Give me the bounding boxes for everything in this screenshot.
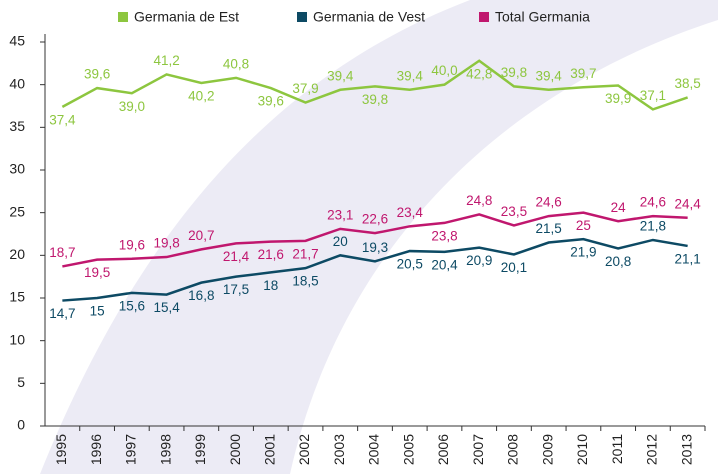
data-label: 24,4 bbox=[674, 196, 701, 211]
data-label: 37,9 bbox=[292, 81, 318, 96]
data-label: 14,7 bbox=[49, 306, 75, 321]
data-label: 40,2 bbox=[188, 89, 214, 104]
y-tick-label: 45 bbox=[9, 33, 25, 49]
data-label: 15,4 bbox=[153, 300, 180, 315]
x-tick-label: 1997 bbox=[123, 434, 139, 465]
data-label: 19,8 bbox=[153, 236, 179, 251]
data-label: 19,6 bbox=[119, 237, 145, 252]
x-tick-label: 2007 bbox=[470, 434, 486, 465]
data-label: 19,5 bbox=[84, 265, 110, 280]
data-label: 24,6 bbox=[640, 195, 666, 210]
y-tick-label: 30 bbox=[9, 161, 25, 177]
data-label: 21,9 bbox=[570, 245, 596, 260]
data-label: 39,0 bbox=[119, 99, 145, 114]
data-label: 37,4 bbox=[49, 112, 76, 127]
x-tick-label: 2011 bbox=[609, 434, 625, 464]
data-label: 20,8 bbox=[605, 254, 631, 269]
data-label: 21,5 bbox=[536, 221, 562, 236]
legend-swatch bbox=[479, 12, 489, 22]
x-tick-label: 2001 bbox=[261, 434, 277, 465]
x-tick-label: 2009 bbox=[539, 434, 555, 465]
data-label: 39,6 bbox=[258, 94, 284, 109]
x-tick-label: 1998 bbox=[157, 434, 173, 465]
data-label: 20,1 bbox=[501, 260, 527, 275]
x-tick-label: 1996 bbox=[88, 434, 104, 465]
series-line bbox=[62, 237, 688, 302]
legend-swatch bbox=[297, 12, 307, 22]
x-tick-label: 2008 bbox=[505, 434, 521, 465]
x-tick-label: 2005 bbox=[400, 434, 416, 465]
data-label: 39,7 bbox=[570, 66, 596, 81]
data-label: 25 bbox=[576, 218, 591, 233]
x-tick-label: 2010 bbox=[574, 434, 590, 465]
data-label: 20 bbox=[333, 234, 348, 249]
x-tick-label: 2006 bbox=[435, 434, 451, 465]
data-label: 21,1 bbox=[674, 252, 700, 267]
data-label: 21,8 bbox=[640, 219, 666, 234]
data-label: 20,4 bbox=[431, 257, 458, 272]
series-line bbox=[62, 211, 688, 268]
data-label: 39,4 bbox=[397, 68, 424, 83]
data-label: 16,8 bbox=[188, 288, 214, 303]
legend-label: Germania de Vest bbox=[313, 9, 425, 25]
y-tick-label: 10 bbox=[9, 331, 25, 347]
data-label: 18,5 bbox=[292, 274, 318, 289]
x-tick-label: 1995 bbox=[53, 434, 69, 465]
y-tick-label: 25 bbox=[9, 203, 25, 219]
data-label: 24,8 bbox=[466, 193, 492, 208]
x-tick-label: 2013 bbox=[678, 434, 694, 465]
data-label: 20,9 bbox=[466, 253, 492, 268]
x-tick-label: 2012 bbox=[644, 434, 660, 465]
data-label: 39,8 bbox=[362, 92, 388, 107]
data-label: 23,5 bbox=[501, 204, 527, 219]
data-label: 39,8 bbox=[501, 65, 527, 80]
y-tick-label: 35 bbox=[9, 118, 25, 134]
data-label: 22,6 bbox=[362, 212, 388, 227]
data-label: 18,7 bbox=[49, 245, 75, 260]
data-label: 19,3 bbox=[362, 240, 388, 255]
y-tick-label: 40 bbox=[9, 75, 25, 91]
legend-swatch bbox=[118, 12, 128, 22]
data-label: 21,7 bbox=[292, 246, 318, 261]
data-label: 23,8 bbox=[431, 228, 457, 243]
data-label: 21,4 bbox=[223, 249, 250, 264]
data-label: 42,8 bbox=[466, 66, 492, 81]
data-label: 41,2 bbox=[153, 53, 179, 68]
data-label: 39,6 bbox=[84, 67, 110, 82]
data-label: 18 bbox=[263, 278, 278, 293]
legend-label: Total Germania bbox=[495, 9, 590, 25]
data-label: 40,8 bbox=[223, 56, 249, 71]
x-tick-label: 2004 bbox=[366, 434, 382, 465]
x-tick-label: 1999 bbox=[192, 434, 208, 465]
data-label: 39,9 bbox=[605, 91, 631, 106]
data-label: 40,0 bbox=[431, 63, 457, 78]
y-tick-label: 20 bbox=[9, 246, 25, 262]
data-label: 17,5 bbox=[223, 282, 249, 297]
data-label: 15,6 bbox=[119, 298, 145, 313]
y-tick-label: 5 bbox=[17, 374, 25, 390]
data-label: 20,7 bbox=[188, 228, 214, 243]
y-tick-label: 15 bbox=[9, 289, 25, 305]
data-label: 23,4 bbox=[397, 205, 424, 220]
data-label: 39,4 bbox=[327, 68, 354, 83]
series-line bbox=[61, 59, 689, 111]
data-label: 38,5 bbox=[674, 76, 700, 91]
y-tick-label: 0 bbox=[17, 417, 25, 433]
legend-label: Germania de Est bbox=[134, 9, 239, 25]
data-label: 24,6 bbox=[536, 195, 562, 210]
data-label: 24 bbox=[611, 200, 627, 215]
x-tick-label: 2002 bbox=[296, 434, 312, 465]
x-tick-label: 2003 bbox=[331, 434, 347, 465]
data-label: 15 bbox=[90, 304, 105, 319]
data-label: 20,5 bbox=[397, 257, 423, 272]
data-label: 37,1 bbox=[640, 88, 666, 103]
data-label: 39,4 bbox=[536, 68, 563, 83]
data-label: 23,1 bbox=[327, 207, 353, 222]
background-arc bbox=[40, 0, 718, 474]
data-label: 21,6 bbox=[258, 247, 284, 262]
x-tick-label: 2000 bbox=[227, 434, 243, 465]
